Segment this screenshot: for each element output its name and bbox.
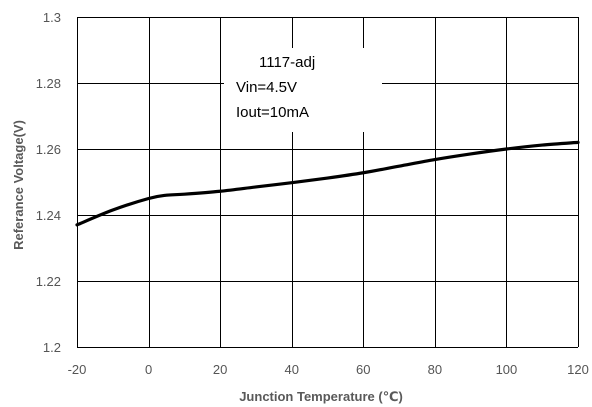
grid-lines bbox=[77, 17, 579, 348]
x-axis-title: Junction Temperature (℃) bbox=[239, 389, 403, 404]
annotation-line-3: Iout=10mA bbox=[236, 104, 309, 121]
x-tick-label: 60 bbox=[356, 362, 370, 377]
x-tick-label: 40 bbox=[284, 362, 298, 377]
x-tick-label: -20 bbox=[68, 362, 87, 377]
x-tick-label: 0 bbox=[145, 362, 152, 377]
y-tick-label: 1.22 bbox=[36, 274, 61, 289]
y-tick-labels: 1.2 1.22 1.24 1.26 1.28 1.3 bbox=[36, 10, 61, 355]
x-tick-labels: -20 0 20 40 60 80 100 120 bbox=[68, 362, 589, 377]
series-layer bbox=[75, 140, 580, 227]
x-tick-label: 20 bbox=[213, 362, 227, 377]
x-tick-label: 120 bbox=[567, 362, 589, 377]
y-axis-title: Referance Voltage(V) bbox=[11, 120, 26, 250]
x-tick-label: 100 bbox=[496, 362, 518, 377]
annotation-line-1: 1117-adj bbox=[259, 54, 315, 71]
series-line bbox=[75, 140, 580, 227]
y-tick-label: 1.3 bbox=[43, 10, 61, 25]
annotation-box: 1117-adj Vin=4.5V Iout=10mA bbox=[224, 48, 382, 132]
y-tick-label: 1.28 bbox=[36, 76, 61, 91]
y-tick-label: 1.24 bbox=[36, 208, 61, 223]
y-tick-label: 1.26 bbox=[36, 142, 61, 157]
y-tick-label: 1.2 bbox=[43, 340, 61, 355]
annotation-line-2: Vin=4.5V bbox=[236, 79, 297, 96]
annotation-background bbox=[224, 48, 382, 132]
x-tick-label: 80 bbox=[428, 362, 442, 377]
